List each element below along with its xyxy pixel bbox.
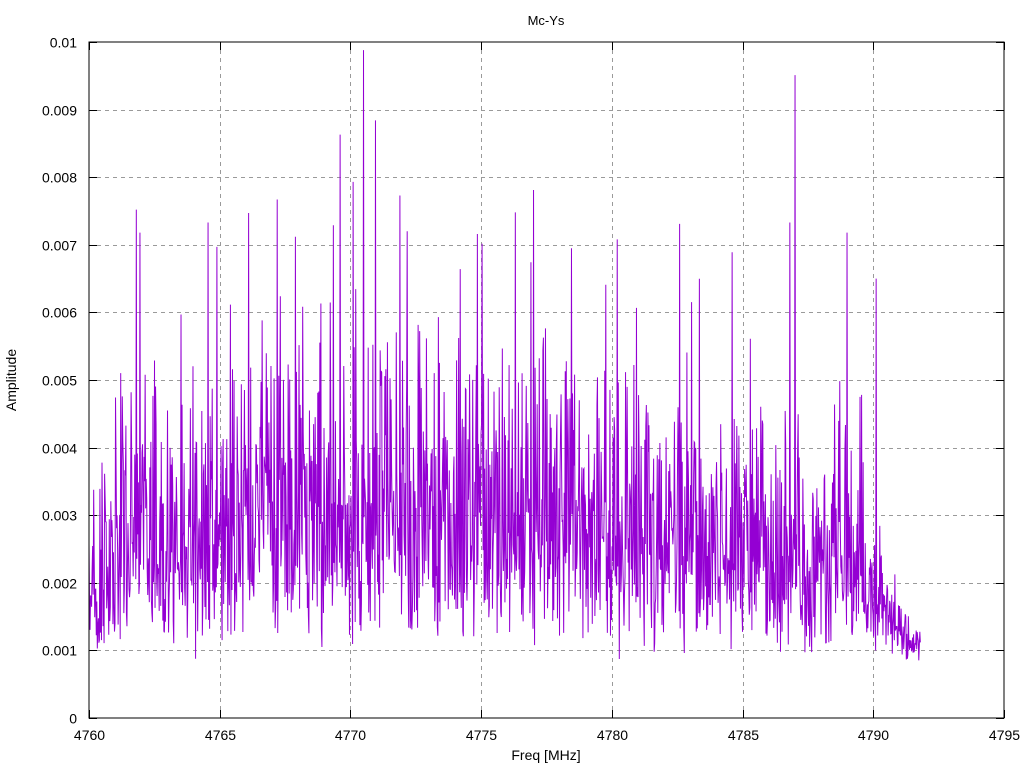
x-tick-label: 4760 (74, 727, 105, 743)
grid-lines (89, 42, 1004, 718)
x-tick-label: 4770 (335, 727, 366, 743)
y-tick-label: 0.005 (42, 373, 77, 389)
x-tick-label: 4775 (466, 727, 497, 743)
y-tick-label: 0.004 (42, 441, 77, 457)
y-tick-label: 0.001 (42, 643, 77, 659)
y-tick-label: 0.01 (50, 35, 77, 51)
y-tick-label: 0.006 (42, 305, 77, 321)
axis-tick-labels: 0 0.001 0.002 0.003 0.004 0.005 0.006 0.007 0.00… (42, 35, 1020, 744)
y-axis-label: Amplitude (3, 349, 19, 411)
data-series-layer (88, 50, 921, 661)
x-tick-label: 4785 (728, 727, 759, 743)
y-tick-label: 0.008 (42, 170, 77, 186)
y-tick-label: 0 (69, 711, 77, 727)
x-tick-label: 4780 (597, 727, 628, 743)
chart-title: Mc-Ys (528, 13, 565, 28)
y-tick-label: 0.007 (42, 238, 77, 254)
data-series-line (88, 50, 921, 661)
y-tick-label: 0.003 (42, 508, 77, 524)
x-tick-label: 4765 (205, 727, 236, 743)
plot-frame (88, 41, 1005, 719)
x-tick-label: 4790 (858, 727, 889, 743)
x-axis-label: Freq [MHz] (511, 747, 580, 763)
y-tick-label: 0.009 (42, 103, 77, 119)
x-tick-label: 4795 (989, 727, 1020, 743)
y-tick-label: 0.002 (42, 576, 77, 592)
